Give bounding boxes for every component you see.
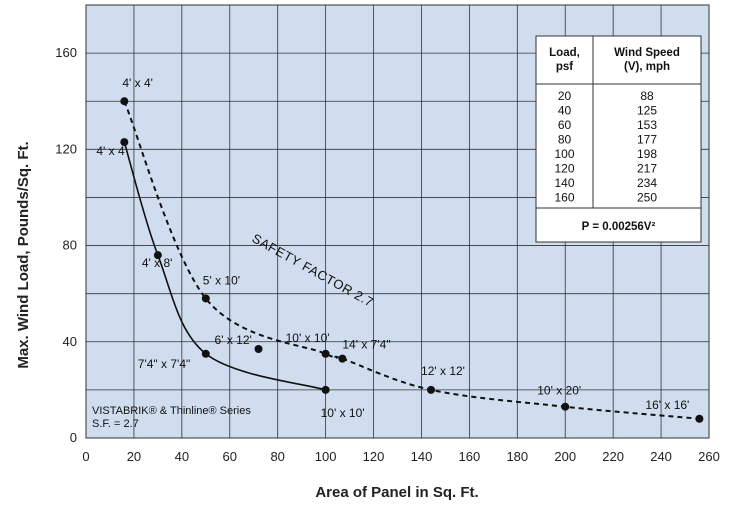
data-point <box>427 385 436 394</box>
point-label: 4' x 4' <box>122 76 153 90</box>
x-tick-label: 60 <box>223 449 237 464</box>
x-tick-label: 100 <box>315 449 337 464</box>
point-label: 10' x 20' <box>537 384 581 398</box>
table-cell: 125 <box>637 104 657 118</box>
y-tick-label: 40 <box>63 334 77 349</box>
data-point <box>695 414 704 423</box>
x-tick-label: 140 <box>411 449 433 464</box>
x-tick-label: 200 <box>554 449 576 464</box>
data-point <box>561 402 570 411</box>
table-cell: 20 <box>558 89 572 103</box>
table-cell: 198 <box>637 147 657 161</box>
series-note: VISTABRIK® & Thinline® Series S.F. = 2.7 <box>92 405 251 430</box>
data-points: 4' x 4' 4' x 8' 7'4" x 7'4" 10' x 10' 4' x 4… <box>96 76 704 423</box>
x-tick-label: 160 <box>459 449 481 464</box>
point-label: 5' x 10' <box>203 273 240 287</box>
point-label: 10' x 10' <box>321 406 365 420</box>
table-cell: 60 <box>558 118 572 132</box>
max-load-curve <box>123 141 326 391</box>
table-formula: P = 0.00256V² <box>582 221 656 233</box>
y-axis-title: Max. Wind Load, Pounds/Sq. Ft. <box>15 141 32 368</box>
x-axis-title: Area of Panel in Sq. Ft. <box>315 484 478 501</box>
y-tick-label: 0 <box>70 430 77 445</box>
point-label: 16' x 16' <box>645 398 689 412</box>
table-cell: 100 <box>554 147 574 161</box>
data-point <box>254 344 263 353</box>
note-line-1: VISTABRIK® & Thinline® Series <box>92 405 251 417</box>
data-point <box>321 349 330 358</box>
data-point <box>338 354 347 363</box>
point-label: 7'4" x 7'4" <box>138 357 190 371</box>
x-tick-label: 40 <box>175 449 189 464</box>
table-cell: 40 <box>558 104 572 118</box>
point-label: 14' x 7'4" <box>342 338 390 352</box>
data-point <box>321 385 330 394</box>
x-tick-label: 120 <box>363 449 385 464</box>
x-tick-label: 240 <box>650 449 672 464</box>
x-tick-label: 80 <box>270 449 284 464</box>
point-label: 6' x 12' <box>215 333 252 347</box>
x-tick-label: 220 <box>602 449 624 464</box>
table-cell: 120 <box>554 162 574 176</box>
point-label: 4' x 4' <box>96 144 127 158</box>
x-tick-label: 20 <box>127 449 141 464</box>
x-tick-label: 180 <box>506 449 528 464</box>
data-point <box>201 294 210 303</box>
y-tick-label: 120 <box>55 141 77 156</box>
y-tick-label: 80 <box>63 238 77 253</box>
table-cell: 140 <box>554 176 574 190</box>
table-cell: 88 <box>640 89 654 103</box>
table-header: Load, <box>549 47 580 59</box>
data-point <box>120 138 129 147</box>
table-header: Wind Speed <box>614 47 680 59</box>
x-tick-label: 260 <box>698 449 720 464</box>
table-cell: 160 <box>554 191 574 205</box>
data-point <box>153 251 162 260</box>
table-header: (V), mph <box>624 61 670 73</box>
y-tick-label: 160 <box>55 45 77 60</box>
data-point <box>201 349 210 358</box>
table-cell: 153 <box>637 118 657 132</box>
point-label: 10' x 10' <box>286 331 330 345</box>
table-header: psf <box>556 61 573 73</box>
table-cell: 234 <box>637 176 657 190</box>
axis-ticks: 0 20 40 60 80 100 120 140 160 180 200 220 240 2600408… <box>55 45 720 464</box>
table-cell: 217 <box>637 162 657 176</box>
table-cell: 80 <box>558 133 572 147</box>
data-point <box>120 97 129 106</box>
note-line-2: S.F. = 2.7 <box>92 418 139 430</box>
point-label: 4' x 8' <box>142 256 173 270</box>
table-cell: 177 <box>637 133 657 147</box>
x-tick-label: 0 <box>82 449 89 464</box>
point-label: 12' x 12' <box>421 364 465 378</box>
wind-speed-table: Load, psf Wind Speed (V), mph 20 88 40 125 60 153… <box>535 35 702 243</box>
table-cell: 250 <box>637 191 657 205</box>
